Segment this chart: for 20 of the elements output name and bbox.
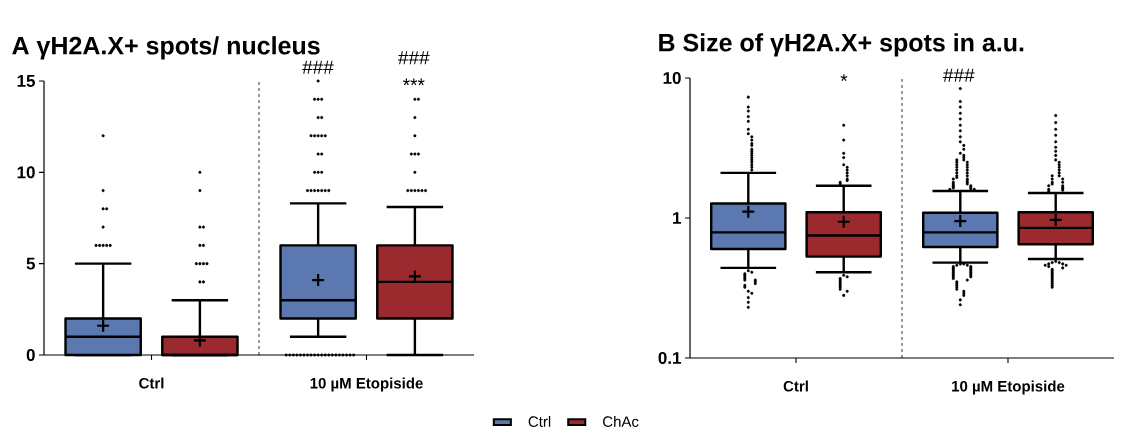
y-tick-label: 5 — [26, 257, 36, 270]
legend-label: ChAc — [603, 415, 639, 427]
x-tick-label: 10 µM Etopiside — [952, 380, 1065, 395]
legend-label: Ctrl — [528, 415, 551, 427]
y-tick-label: 0.1 — [658, 351, 681, 365]
text: ### — [302, 60, 334, 74]
annotation: ### — [943, 68, 975, 82]
chart-title: B Size of γH2A.X+ spots in a.u. — [659, 33, 1024, 57]
y-tick-label: 0 — [26, 348, 35, 362]
y-tick-label: 10 — [17, 166, 35, 179]
chart-title: A γH2A.X+ spots/ nucleus — [12, 36, 320, 60]
text: ### — [398, 51, 430, 65]
y-tick-label: 1 — [673, 212, 681, 224]
x-tick-label: 10 µM Etopiside — [310, 377, 423, 392]
x-tick-label: Ctrl — [783, 380, 808, 392]
y-tick-label: 15 — [17, 75, 36, 87]
x-tick-label: Ctrl — [139, 377, 164, 389]
annotation: * — [840, 74, 848, 81]
y-tick-label: 10 — [663, 71, 681, 85]
annotation: *** — [403, 78, 425, 86]
